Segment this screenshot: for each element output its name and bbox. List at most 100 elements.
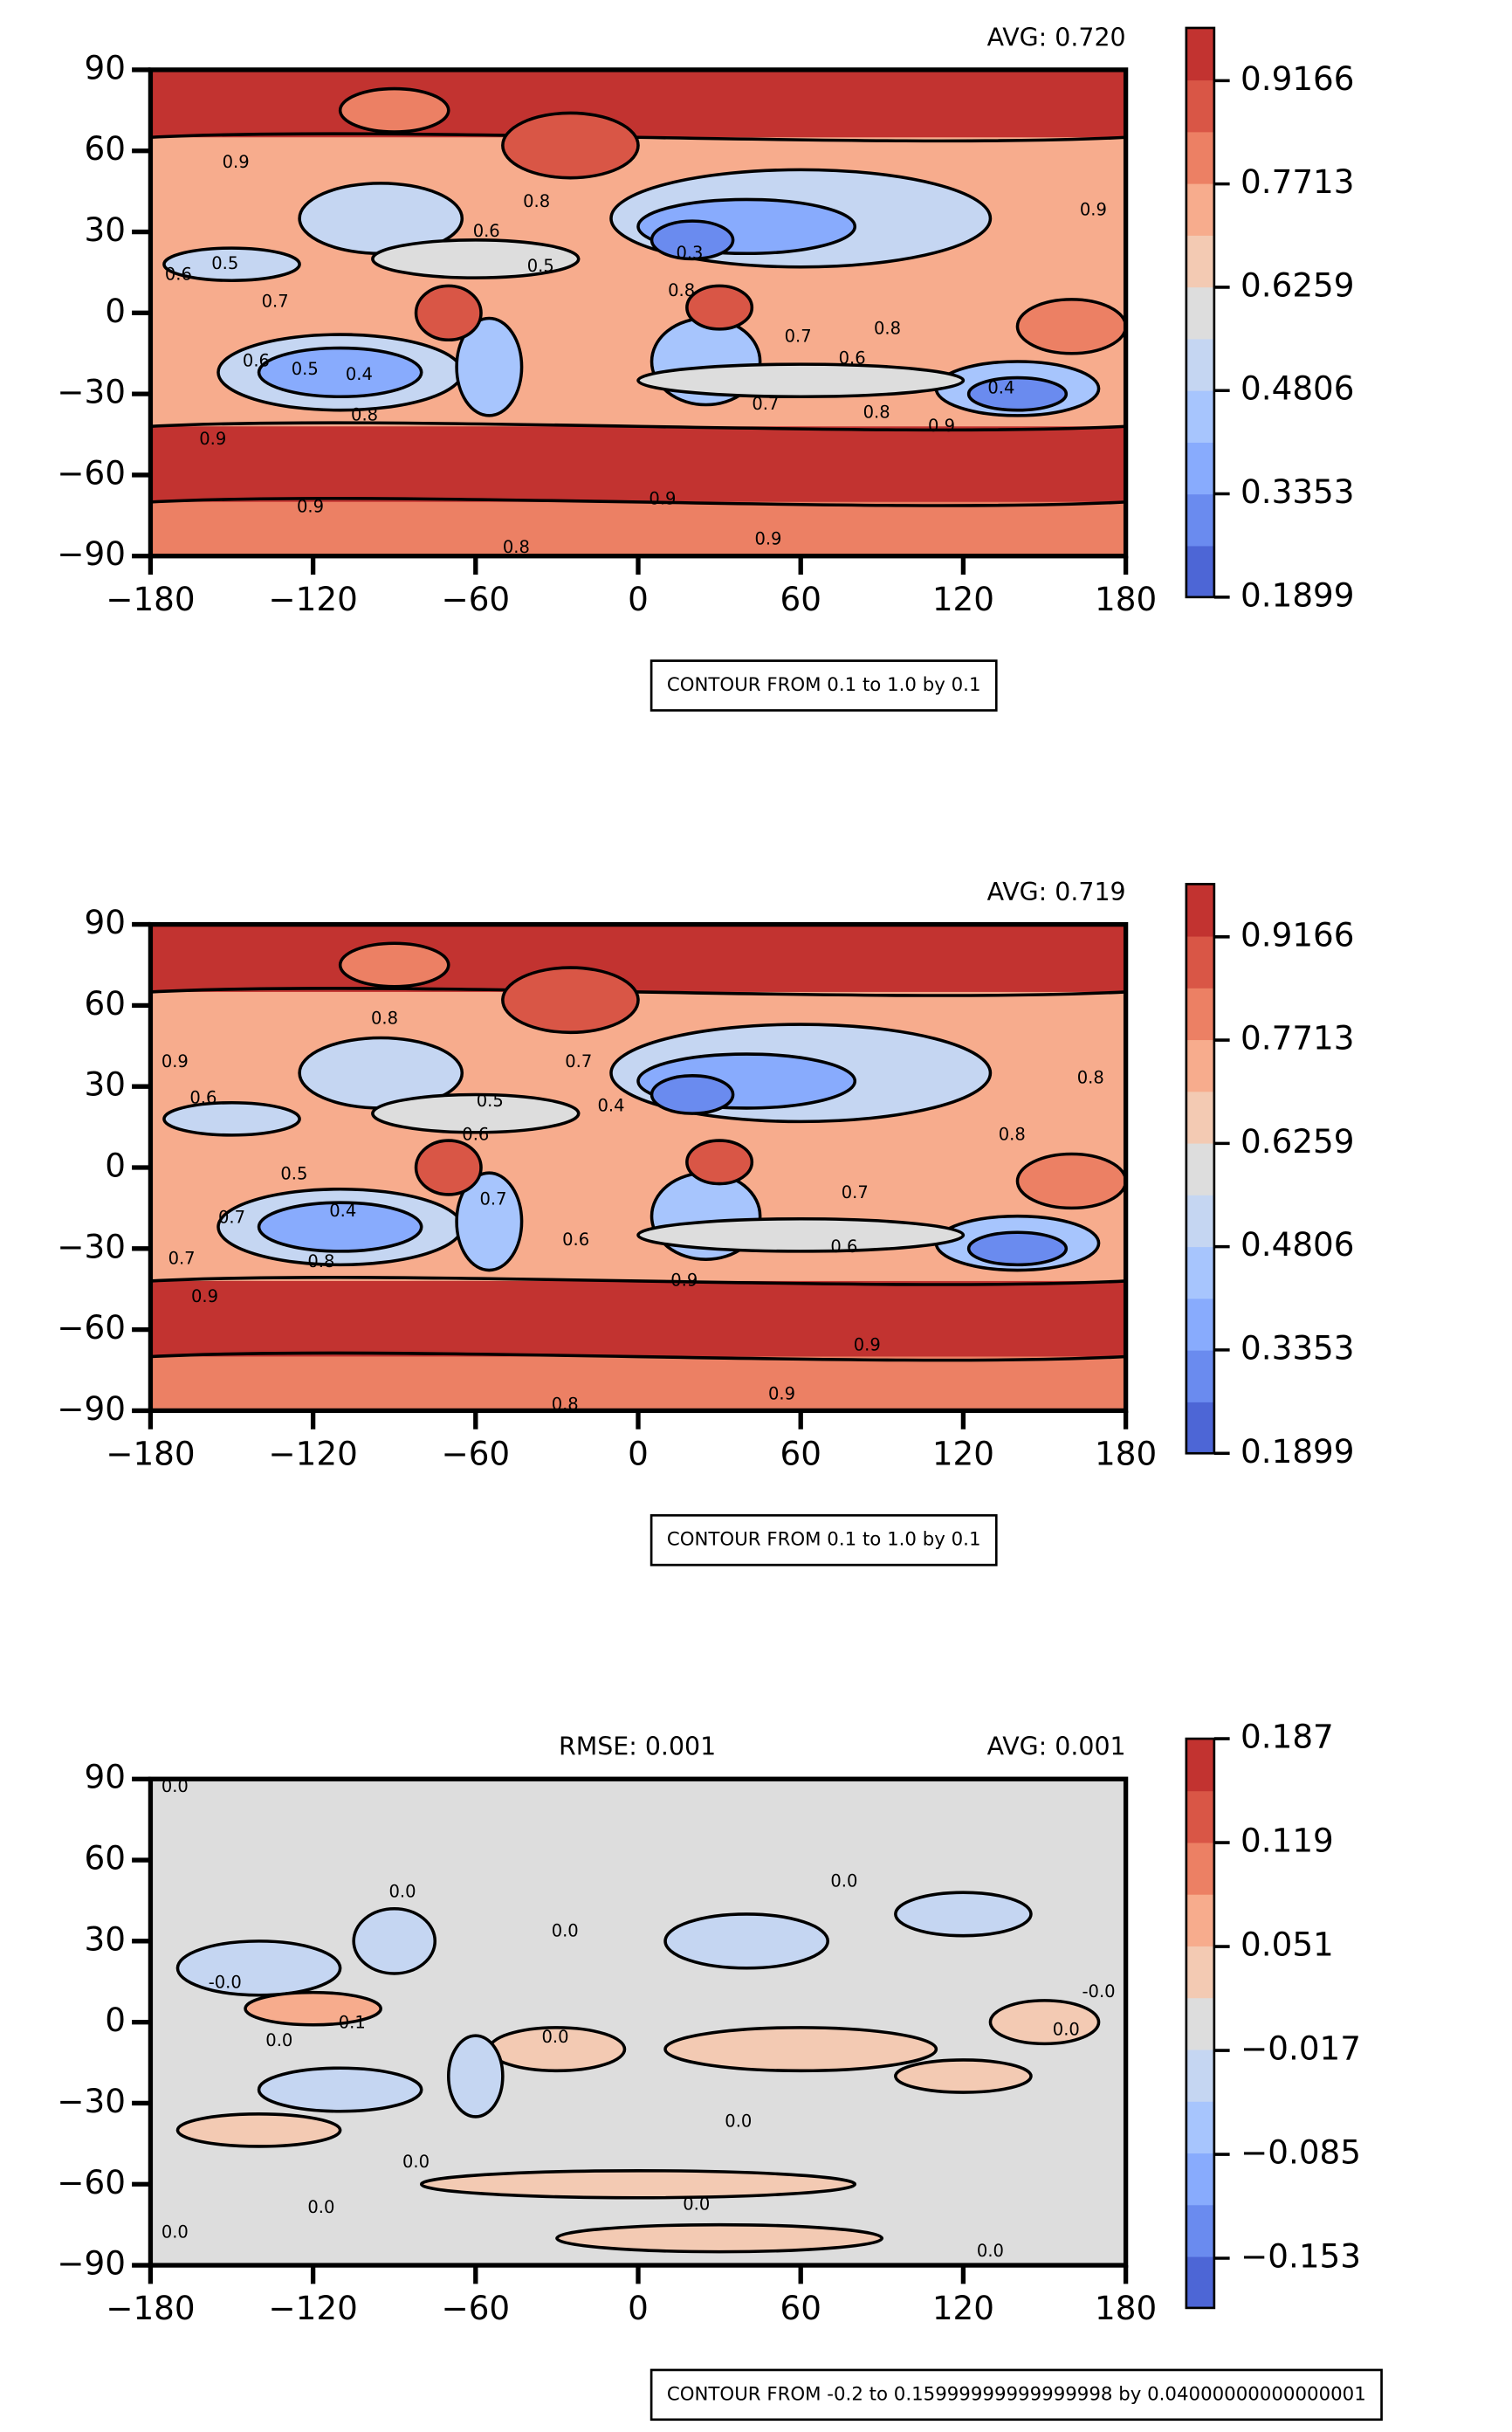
panel: 0.90.60.50.40.70.70.90.80.80.50.70.40.60… [57,878,1354,1567]
field-region [352,1906,437,1975]
contour-label: 0.6 [839,348,866,368]
contour-line [150,132,1126,143]
colorbar-bin [1186,1842,1214,1895]
field-region [257,1201,423,1253]
contour-line [150,987,1126,997]
colorbar-bin [1186,1142,1214,1195]
colorbar-bin [1186,1298,1214,1351]
contour-line [150,497,1126,507]
colorbar-bin [1186,338,1214,391]
contour-label: 0.5 [527,256,554,276]
y-tick-label: −90 [57,2244,126,2283]
panel: 0.00.00.00.0-0.00.10.0 0.00.00.0-0.00.00.… [57,1718,1383,2422]
colorbar-bin [1186,2049,1214,2102]
colorbar-bin [1186,2204,1214,2257]
colorbar-tick-label: −0.085 [1241,2133,1361,2172]
contour-label: 0.9 [768,1383,795,1403]
colorbar-bin [1186,1246,1214,1299]
colorbar-bin [1186,1997,1214,2050]
x-tick-label: −120 [268,580,357,618]
contour-label: 0.9 [297,497,324,517]
y-tick-label: 60 [85,984,126,1023]
field-region [685,284,754,331]
x-tick-label: −180 [106,580,195,618]
x-tick-label: 120 [932,2289,994,2327]
x-tick-label: −120 [268,2289,357,2327]
contour-label: 0.9 [223,152,250,172]
contour-note: CONTOUR FROM -0.2 to 0.15999999999999998… [667,2383,1366,2405]
contour-label: 0.0 [265,2030,292,2050]
contour-label: 0.8 [874,318,901,338]
colorbar-tick-label: 0.3353 [1241,472,1354,511]
colorbar-bin [1186,1790,1214,1843]
y-tick-label: 60 [85,129,126,168]
contour-label: 0.4 [346,364,373,384]
colorbar-bin [1186,27,1214,81]
contour-label: 0.5 [280,1164,307,1184]
contour-label: 0.5 [477,1091,504,1111]
colorbar-tick-label: 0.4806 [1241,369,1354,408]
field-band [150,501,1126,556]
colorbar-tick-label: 0.1899 [1241,575,1354,614]
colorbar-bin [1186,1893,1214,1946]
x-tick-label: 0 [628,1434,649,1472]
contour-label: 0.0 [402,2152,430,2172]
y-tick-label: 0 [105,2001,126,2039]
colorbar-bin [1186,1039,1214,1092]
contour-label: 0.7 [752,394,779,414]
contour-label: 0.7 [218,1207,245,1227]
x-tick-label: −60 [441,1434,510,1472]
colorbar-bin [1186,545,1214,598]
contour-label: 0.8 [371,1008,398,1028]
contour-label: 0.7 [785,327,812,347]
field-region [649,219,735,261]
colorbar-tick-label: 0.187 [1241,1718,1334,1756]
colorbar-bin [1186,987,1214,1041]
contour-label: 0.8 [668,280,695,300]
contour-note: CONTOUR FROM 0.1 to 1.0 by 0.1 [667,1529,981,1551]
field-region [894,2058,1033,2094]
field-region [371,238,581,279]
field-region [162,246,301,282]
colorbar-bin [1186,442,1214,495]
field-region [1015,1152,1126,1210]
y-tick-label: −30 [57,2082,126,2120]
field-region [257,2066,423,2113]
colorbar-tick-label: 0.6259 [1241,265,1354,304]
colorbar-frame [1185,883,1216,1455]
y-tick-label: −90 [57,534,126,573]
panel-title: RMSE: 0.001 [559,1733,716,1761]
field-region [338,86,450,134]
y-tick-label: 90 [85,1758,126,1796]
field-region [501,111,640,180]
contour-note: CONTOUR FROM 0.1 to 1.0 by 0.1 [667,674,981,696]
field-region [555,2222,884,2254]
contour-label: 0.9 [191,1286,218,1306]
contour-label: 0.9 [854,1335,881,1355]
avg-label: AVG: 0.720 [987,23,1126,52]
contour-label: 0.9 [670,1270,698,1290]
contour-label: 0.6 [189,1087,216,1107]
colorbar-bin [1186,131,1214,184]
colorbar-tick-label: 0.7713 [1241,162,1354,201]
contour-label: 0.8 [1077,1067,1104,1087]
field-region [414,284,483,342]
contour-label: 0.6 [830,1237,857,1257]
colorbar-bin [1186,493,1214,547]
contour-label: 0.8 [503,537,530,557]
colorbar-tick-label: 0.051 [1241,1926,1334,1964]
field-region [966,1230,1069,1267]
y-tick-label: −30 [57,1227,126,1265]
field-region [419,2169,857,2200]
field-region [649,1074,735,1115]
colorbar-bin [1186,935,1214,989]
contour-label: 0.6 [243,351,270,371]
colorbar-bin [1186,183,1214,236]
field-region [455,316,524,417]
colorbar-bin [1186,389,1214,443]
field-region [663,2026,938,2073]
field-region [663,1912,830,1970]
map-field [150,1779,1126,2266]
y-tick-label: 30 [85,1065,126,1104]
panel: 0.9 0.6 0.5 0.7 0.6 0.5 0.4 0.9 0.8 0.8 0.6 0.5 0.3 0… [57,23,1354,712]
